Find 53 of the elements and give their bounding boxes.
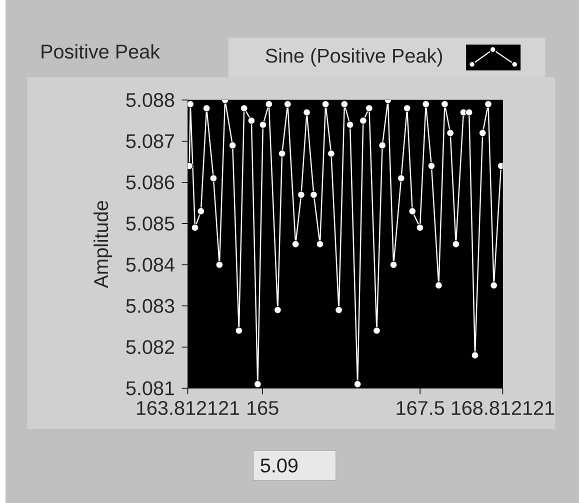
point (359, 116, 367, 124)
point (434, 281, 442, 290)
point (228, 141, 236, 150)
y-tick-label: 5.088 (126, 92, 174, 107)
x-tick-label: 167.5 (396, 400, 444, 415)
point (327, 150, 335, 158)
point (378, 141, 386, 150)
text: 5.09 (260, 458, 298, 472)
y-tick-label: 5.087 (126, 134, 174, 148)
point (278, 150, 286, 158)
point (248, 116, 256, 124)
point (202, 104, 210, 112)
y-tick-label: 5.084 (126, 258, 174, 272)
point (240, 104, 248, 112)
point (310, 190, 318, 198)
point (316, 240, 324, 248)
point (335, 306, 343, 314)
point (428, 162, 436, 170)
point (408, 207, 416, 215)
point (297, 190, 305, 198)
point (478, 129, 486, 137)
point (274, 306, 282, 314)
point (303, 108, 311, 116)
legend-label: Sine (Positive Peak) (266, 48, 442, 67)
point (292, 240, 300, 248)
x-tick-label: 163.812121 (136, 400, 240, 415)
y-tick-label: 5.082 (126, 340, 174, 354)
y-tick-label: 5.081 (126, 381, 174, 396)
point (397, 174, 405, 182)
point (210, 174, 218, 182)
y-tick-label: 5.085 (126, 216, 174, 230)
point (446, 129, 454, 137)
point (259, 120, 267, 128)
point (471, 351, 479, 360)
point (390, 260, 398, 268)
y-tick-label: 5.086 (126, 175, 174, 190)
x-tick-label: 165 (248, 400, 278, 415)
point (372, 326, 380, 334)
y-tick-label: 5.083 (126, 298, 174, 313)
point (452, 240, 460, 248)
point (235, 326, 243, 334)
x-tick-label: 168.812121 (452, 400, 554, 415)
y-axis-title: Amplitude (94, 200, 112, 288)
point (416, 224, 424, 232)
point (365, 104, 373, 112)
point (191, 224, 199, 232)
point (403, 104, 411, 112)
point (490, 281, 498, 290)
point (346, 120, 354, 128)
point (465, 108, 473, 116)
point (216, 260, 224, 268)
chart-title: Positive Peak (42, 44, 160, 59)
point (197, 207, 205, 215)
